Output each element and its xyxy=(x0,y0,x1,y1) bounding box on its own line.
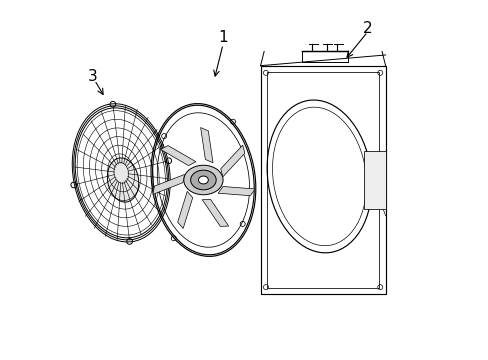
Polygon shape xyxy=(177,192,192,229)
Polygon shape xyxy=(220,145,244,177)
Text: 3: 3 xyxy=(88,69,98,84)
Polygon shape xyxy=(153,175,184,194)
Polygon shape xyxy=(364,152,385,208)
Ellipse shape xyxy=(198,176,208,184)
Polygon shape xyxy=(218,186,255,196)
Text: 1: 1 xyxy=(218,30,227,45)
Ellipse shape xyxy=(107,158,139,202)
Polygon shape xyxy=(161,145,196,166)
Ellipse shape xyxy=(183,165,223,195)
Text: 2: 2 xyxy=(362,21,372,36)
Polygon shape xyxy=(200,127,213,163)
Ellipse shape xyxy=(190,170,216,190)
Polygon shape xyxy=(202,199,228,226)
